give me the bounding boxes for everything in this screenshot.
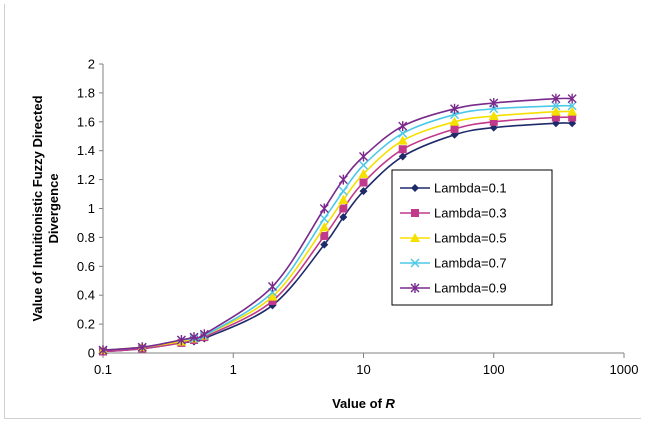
x-tick-label: 1000 bbox=[610, 362, 639, 377]
x-tick-label: 0.1 bbox=[94, 362, 112, 377]
marker-x bbox=[551, 101, 561, 111]
marker-x-stroke bbox=[567, 101, 577, 111]
y-tick-label: 2 bbox=[88, 57, 95, 72]
marker-triangle bbox=[449, 116, 460, 126]
marker-square bbox=[398, 145, 407, 154]
chart-frame bbox=[4, 4, 641, 419]
legend-item: Lambda=0.5 bbox=[400, 231, 507, 246]
marker-triangle bbox=[488, 111, 499, 121]
series-5 bbox=[98, 93, 577, 356]
marker-triangle bbox=[410, 233, 420, 242]
x-tick-label: 100 bbox=[483, 362, 505, 377]
marker-x bbox=[410, 258, 420, 268]
marker-triangle bbox=[550, 106, 561, 116]
legend: Lambda=0.1 Lambda=0.3 Lambda=0.5 Lambda=0.7… bbox=[391, 169, 553, 306]
y-tick-label: 1.8 bbox=[77, 85, 95, 100]
marker-triangle bbox=[319, 222, 330, 232]
marker-x bbox=[338, 186, 348, 196]
marker-star bbox=[189, 332, 199, 343]
legend-label: Lambda=0.3 bbox=[434, 206, 507, 221]
marker-diamond bbox=[398, 152, 407, 161]
marker-square bbox=[320, 231, 329, 240]
marker-triangle bbox=[338, 194, 349, 204]
marker-star bbox=[450, 103, 460, 114]
marker-star bbox=[137, 342, 147, 353]
marker-star bbox=[359, 151, 368, 162]
legend-label: Lambda=0.9 bbox=[434, 281, 507, 296]
marker-square bbox=[339, 204, 348, 213]
marker-square bbox=[450, 125, 459, 134]
marker-square bbox=[489, 117, 498, 126]
series-line bbox=[102, 110, 573, 351]
y-tick-label: 0.6 bbox=[77, 259, 95, 274]
marker-star bbox=[176, 334, 186, 345]
y-axis-title-line1: Value of Intuitionistic Fuzzy Directed bbox=[30, 95, 45, 321]
marker-triangle bbox=[358, 168, 369, 178]
marker-star bbox=[199, 329, 209, 340]
x-tick-label: 10 bbox=[356, 362, 370, 377]
y-tick-label: 0.8 bbox=[77, 230, 95, 245]
marker-star bbox=[489, 98, 499, 109]
y-tick-label: 1.2 bbox=[77, 172, 95, 187]
x-axis-title-prefix: Value of bbox=[332, 396, 385, 411]
marker-x-stroke bbox=[410, 258, 420, 268]
y-tick-label: 1.6 bbox=[77, 114, 95, 129]
marker-star bbox=[267, 281, 277, 292]
marker-x-stroke bbox=[398, 128, 408, 138]
legend-label: Lambda=0.5 bbox=[434, 231, 507, 246]
y-tick-label: 0.2 bbox=[77, 317, 95, 332]
y-axis-title-line2: Divergence bbox=[46, 173, 61, 243]
legend-label: Lambda=0.7 bbox=[434, 256, 507, 271]
marker-x bbox=[567, 101, 577, 111]
marker-x-stroke bbox=[338, 186, 348, 196]
marker-x-stroke bbox=[359, 160, 368, 170]
legend-label: Lambda=0.1 bbox=[434, 181, 507, 196]
marker-x bbox=[319, 214, 329, 224]
x-tick-label: 1 bbox=[230, 362, 237, 377]
x-axis-title: Value of R bbox=[332, 396, 395, 411]
marker-star bbox=[410, 283, 420, 293]
y-tick-label: 1 bbox=[88, 201, 95, 216]
marker-triangle bbox=[567, 106, 578, 116]
legend-item: Lambda=0.9 bbox=[400, 281, 507, 296]
marker-diamond bbox=[339, 213, 348, 222]
y-tick-label: 0 bbox=[88, 346, 95, 361]
marker-square bbox=[268, 296, 277, 305]
series-layer bbox=[98, 93, 578, 356]
marker-star bbox=[98, 345, 108, 356]
x-axis-title-variable: R bbox=[386, 396, 396, 411]
marker-square bbox=[568, 113, 577, 122]
marker-x-stroke bbox=[551, 101, 561, 111]
marker-x bbox=[359, 160, 368, 170]
legend-item: Lambda=0.1 bbox=[400, 181, 507, 196]
legend-item: Lambda=0.3 bbox=[400, 206, 507, 221]
marker-star bbox=[319, 203, 329, 214]
marker-square bbox=[551, 113, 560, 122]
marker-diamond bbox=[320, 240, 329, 249]
marker-diamond bbox=[411, 184, 419, 192]
legend-item: Lambda=0.7 bbox=[400, 256, 507, 271]
marker-x-stroke bbox=[319, 214, 329, 224]
y-tick-label: 0.4 bbox=[77, 288, 95, 303]
marker-star bbox=[551, 93, 561, 104]
marker-diamond bbox=[359, 187, 368, 196]
marker-star bbox=[338, 174, 348, 185]
marker-triangle bbox=[267, 291, 278, 301]
series-line bbox=[102, 97, 573, 351]
marker-square bbox=[359, 178, 368, 187]
y-tick-label: 1.4 bbox=[77, 143, 95, 158]
marker-square bbox=[411, 209, 419, 217]
marker-x bbox=[398, 128, 408, 138]
axes: 0 0.2 0.4 0.6 0.8 1 1.2 1.4 1.6 1.8 2 0.1 1 10 100 1000 bbox=[77, 57, 639, 378]
marker-star bbox=[567, 93, 577, 104]
marker-star bbox=[398, 121, 408, 132]
marker-triangle bbox=[397, 135, 408, 145]
